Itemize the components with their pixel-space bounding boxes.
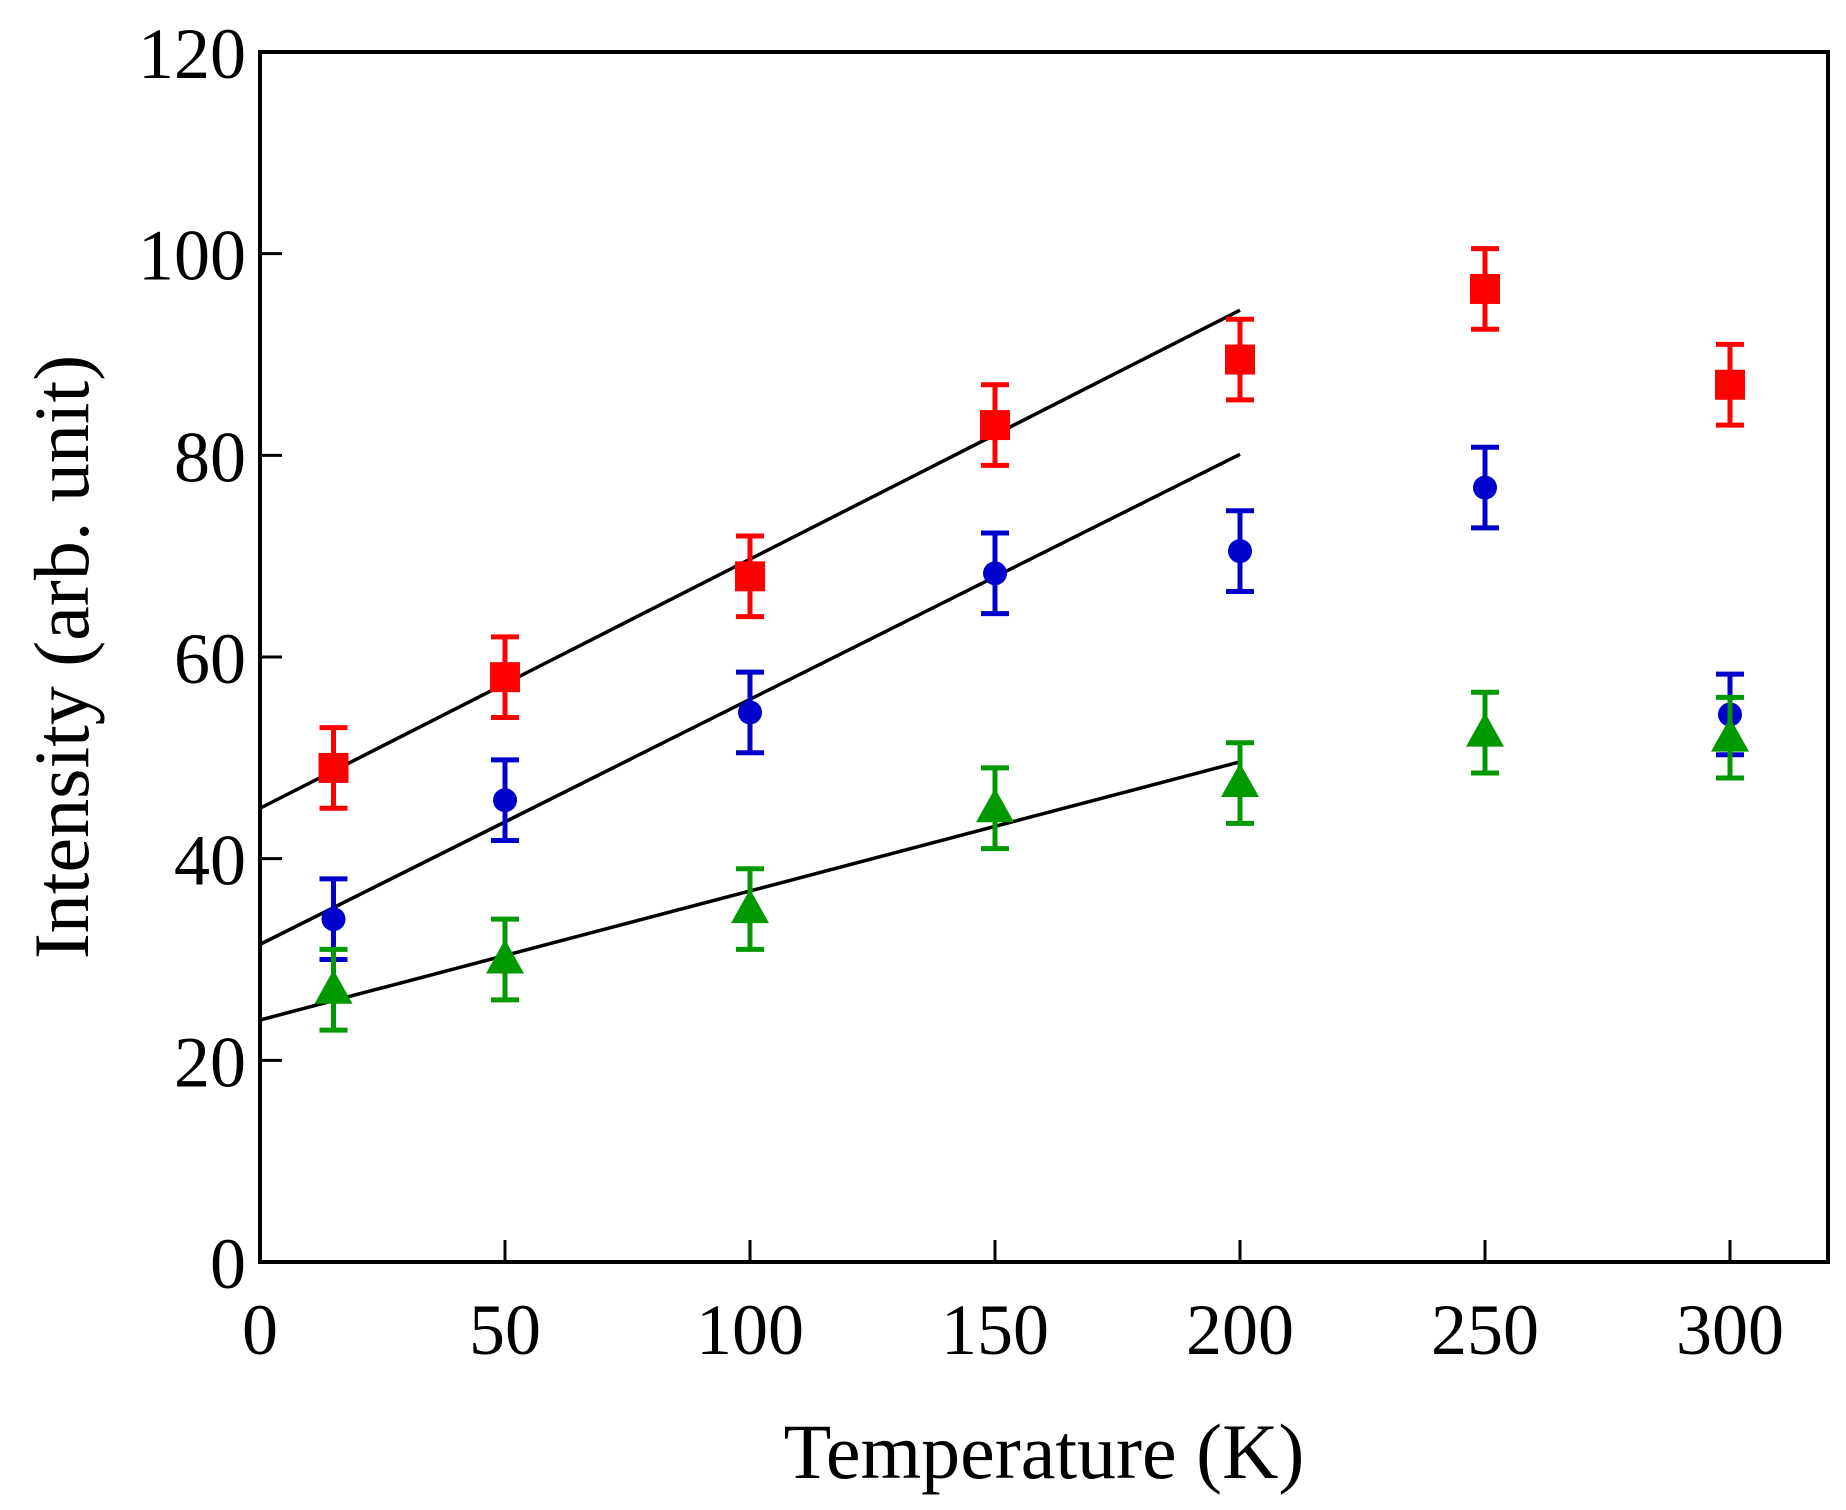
data-point-triangles — [976, 765, 1014, 852]
marker-triangle — [486, 939, 524, 974]
x-tick-label: 0 — [242, 1290, 278, 1370]
marker-circle — [1473, 475, 1497, 500]
data-point-squares — [980, 382, 1010, 468]
y-tick-label: 120 — [138, 14, 246, 94]
y-tick-label: 100 — [138, 216, 246, 296]
marker-square — [1470, 273, 1500, 304]
y-tick-label: 40 — [174, 821, 246, 901]
marker-circle — [983, 561, 1007, 586]
marker-circle — [321, 907, 346, 932]
y-tick-label: 60 — [174, 619, 246, 699]
marker-triangle — [1711, 717, 1749, 752]
data-point-circles — [981, 530, 1009, 617]
marker-circle — [1228, 539, 1252, 564]
x-tick-label: 100 — [696, 1290, 804, 1370]
marker-triangle — [1466, 712, 1504, 747]
y-tick-label: 80 — [174, 417, 246, 497]
data-point-triangles — [1711, 694, 1749, 781]
data-point-triangles — [314, 946, 353, 1033]
data-point-circles — [491, 757, 519, 844]
marker-triangle — [1221, 763, 1259, 798]
x-tick-label: 50 — [469, 1290, 541, 1370]
x-tick-label: 250 — [1431, 1290, 1539, 1370]
x-tick-label: 150 — [941, 1290, 1049, 1370]
marker-triangle — [314, 969, 353, 1004]
marker-square — [490, 662, 520, 693]
data-point-circles — [1471, 444, 1499, 531]
x-axis-title: Temperature (K) — [784, 1408, 1305, 1495]
data-point-squares — [1225, 316, 1255, 403]
data-point-circles — [1226, 508, 1254, 594]
plot-frame — [258, 50, 1830, 1264]
y-tick-label: 0 — [210, 1224, 246, 1304]
y-tick-label: 20 — [174, 1022, 246, 1102]
data-point-squares — [1470, 246, 1500, 332]
marker-square — [318, 752, 349, 783]
marker-square — [980, 410, 1010, 441]
data-point-triangles — [486, 916, 524, 1003]
marker-square — [735, 561, 765, 592]
data-point-squares — [1715, 341, 1745, 428]
data-point-squares — [318, 725, 349, 811]
y-axis-title: Intensity (arb. unit) — [18, 355, 105, 959]
marker-square — [1225, 344, 1255, 375]
marker-triangle — [976, 788, 1014, 823]
data-point-triangles — [1466, 689, 1504, 776]
x-axis-ticks: 0 50 100 150 200 250 300 — [242, 1240, 1784, 1370]
marker-triangle — [731, 889, 769, 924]
marker-circle — [493, 788, 517, 813]
data-point-circles — [736, 669, 764, 756]
x-tick-label: 200 — [1186, 1290, 1294, 1370]
marker-circle — [738, 700, 762, 725]
data-point-triangles — [731, 866, 769, 952]
data-point-squares — [735, 533, 765, 620]
y-axis-ticks: 0 20 40 60 80 100 120 — [138, 14, 282, 1304]
data-point-triangles — [1221, 740, 1259, 826]
x-tick-label: 300 — [1676, 1290, 1784, 1370]
marker-square — [1715, 369, 1745, 400]
data-points — [314, 246, 1749, 1033]
data-point-squares — [490, 634, 520, 720]
